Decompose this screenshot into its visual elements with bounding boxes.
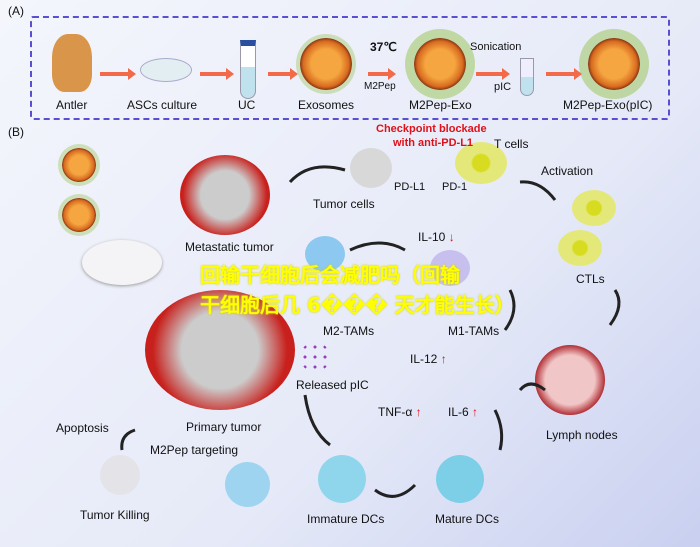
arrow-icon	[374, 483, 417, 498]
exosome-icon	[300, 38, 352, 90]
up-arrow-icon: ↑	[440, 352, 447, 366]
arrow-icon	[268, 68, 298, 80]
step-uc: UC	[238, 98, 256, 112]
pic-particles-icon	[300, 342, 330, 372]
m1-tams-label: M1-TAMs	[448, 324, 500, 338]
il12-label: IL-12 ↑	[410, 352, 447, 366]
lymph-nodes-label: Lymph nodes	[546, 428, 618, 442]
m2-tams-label: M2-TAMs	[323, 324, 375, 338]
mature-dcs-label: Mature DCs	[435, 512, 500, 526]
pic-label: pIC	[494, 81, 512, 93]
il6-label: IL-6 ↑	[448, 405, 479, 419]
pd-1-label: PD-1	[442, 181, 468, 193]
mature-dc-icon	[436, 455, 484, 503]
m2pep-label: M2Pep	[364, 81, 396, 92]
m2pep-exo-icon	[414, 38, 466, 90]
arrow-icon	[349, 241, 406, 252]
arrow-icon	[503, 289, 516, 331]
killed-tumor-cell-icon	[100, 455, 140, 495]
up-arrow-icon: ↑	[472, 405, 479, 419]
checkpoint-label-line2: with anti-PD-L1	[393, 137, 474, 149]
arrow-icon	[546, 68, 582, 80]
tnf-alpha-label: TNF-α ↑	[378, 405, 422, 419]
lymph-node-icon	[535, 345, 605, 415]
ctl-icon	[558, 230, 602, 266]
arrow-icon	[519, 180, 557, 201]
arrow-icon	[368, 68, 396, 80]
step-m2pep-exo-pic: M2Pep-Exo(pIC)	[563, 98, 653, 112]
released-pic-label: Released pIC	[296, 378, 369, 392]
pd-l1-label: PD-L1	[394, 181, 426, 193]
arrow-icon	[200, 68, 234, 80]
primary-tumor-label: Primary tumor	[186, 420, 262, 434]
overlay-text-line1: 回输干细胞后会减肥吗（回输	[200, 263, 460, 287]
tumor-killing-label: Tumor Killing	[80, 508, 150, 522]
il10-label: IL-10 ↓	[418, 230, 455, 244]
panel-a-frame	[30, 16, 670, 120]
tumor-cells-label: Tumor cells	[313, 197, 375, 211]
step-exosomes: Exosomes	[298, 98, 355, 112]
deer-icon	[52, 34, 92, 92]
arrow-icon	[303, 394, 331, 447]
checkpoint-label-line1: Checkpoint blockade	[376, 123, 487, 135]
up-arrow-icon: ↑	[415, 405, 422, 419]
petri-dish-icon	[140, 58, 192, 82]
arrow-icon	[476, 68, 510, 80]
m2pep-targeting-label: M2Pep targeting	[150, 443, 239, 457]
arrow-icon	[518, 382, 546, 392]
panel-b-label: (B)	[8, 125, 24, 139]
ctl-icon	[572, 190, 616, 226]
temperature-label: 37℃	[370, 40, 397, 54]
apoptosis-label: Apoptosis	[56, 421, 109, 435]
arrow-icon	[100, 68, 136, 80]
metastatic-tumor-label: Metastatic tumor	[185, 240, 274, 254]
m2-macrophage-icon	[225, 462, 270, 507]
t-cell-icon	[455, 142, 507, 184]
sonication-label: Sonication	[470, 41, 522, 53]
immature-dcs-label: Immature DCs	[307, 512, 385, 526]
exosome-icon	[62, 148, 96, 182]
arrow-icon	[493, 409, 504, 451]
m2-tam-icon	[305, 236, 345, 272]
activation-label: Activation	[541, 164, 594, 178]
overlay-text-line2: 干细胞后几 6��� 天才能生长）	[200, 293, 515, 317]
immature-dc-icon	[318, 455, 366, 503]
m1-tam-icon	[430, 250, 470, 286]
metastatic-tumor-icon	[180, 155, 270, 235]
m2pep-exo-pic-icon	[588, 38, 640, 90]
sonication-tube-icon	[520, 58, 534, 96]
tube-icon	[240, 40, 256, 99]
t-cells-label: T cells	[494, 137, 529, 151]
ctls-label: CTLs	[576, 272, 605, 286]
arrow-icon	[608, 289, 621, 326]
arrow-icon	[288, 165, 346, 184]
step-ascs-culture: ASCs culture	[127, 98, 198, 112]
step-antler: Antler	[56, 98, 88, 112]
arrow-icon	[120, 428, 136, 451]
down-arrow-icon: ↓	[448, 230, 455, 244]
step-m2pep-exo: M2Pep-Exo	[409, 98, 472, 112]
tumor-cell-icon	[350, 148, 392, 188]
mouse-icon	[82, 240, 162, 285]
panel-a-label: (A)	[8, 4, 24, 18]
primary-tumor-icon	[145, 290, 295, 410]
exosome-icon	[62, 198, 96, 232]
